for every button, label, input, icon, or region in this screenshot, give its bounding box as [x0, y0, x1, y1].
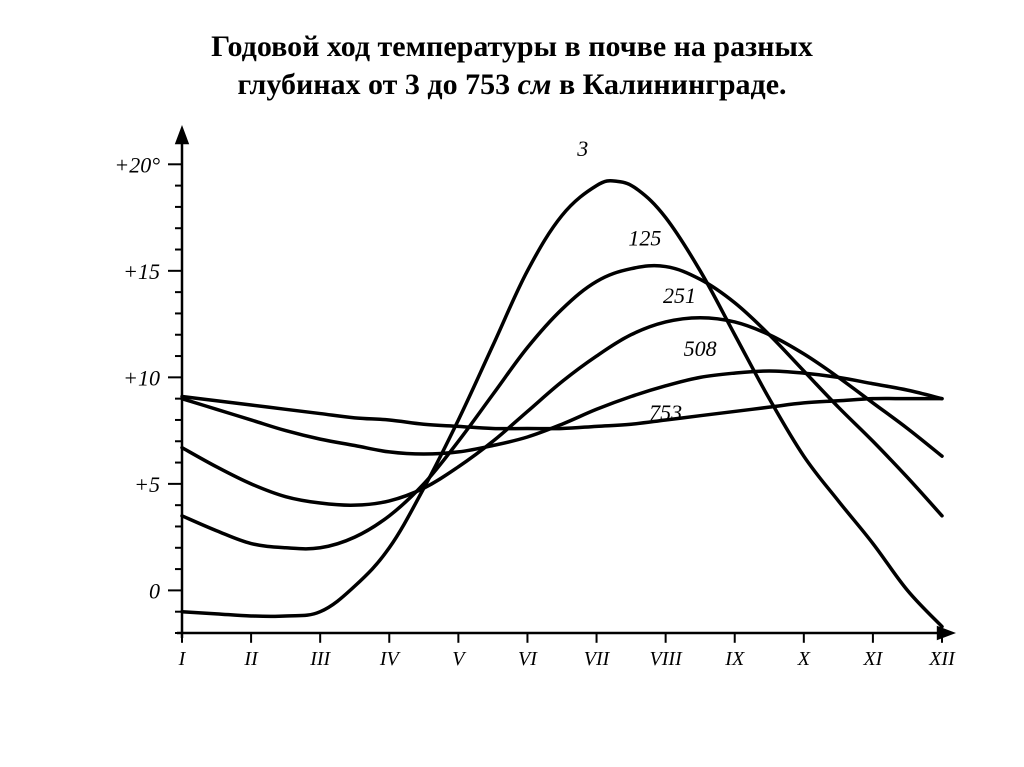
series-label-251: 251: [663, 283, 696, 308]
x-tick-label: II: [243, 648, 259, 670]
series-label-125: 125: [628, 225, 661, 250]
y-tick-label: +20°: [114, 152, 160, 177]
x-tick-label: X: [797, 648, 811, 670]
series-125: [182, 266, 942, 549]
x-tick-label: V: [452, 648, 467, 670]
title-unit: см: [518, 68, 552, 101]
chart-title: Годовой ход температуры в почве на разны…: [60, 28, 964, 103]
soil-temperature-chart: 0+5+10+15+20°IIIIIIIVVVIVIIVIIIIXXXIXII3…: [62, 123, 962, 693]
y-tick-label: +5: [134, 472, 160, 497]
title-line2b: в Калининграде.: [551, 68, 786, 101]
x-tick-label: VII: [584, 648, 611, 670]
x-tick-label: IV: [379, 648, 402, 670]
x-tick-label: I: [178, 648, 187, 670]
x-tick-label: XII: [928, 648, 956, 670]
title-line2a: глубинах от 3 до 753: [237, 68, 517, 101]
y-tick-label: +15: [123, 259, 160, 284]
x-tick-label: IX: [724, 648, 745, 670]
x-tick-label: VI: [518, 648, 538, 670]
y-tick-label: 0: [149, 578, 160, 603]
x-tick-label: VIII: [650, 648, 684, 670]
series-label-753: 753: [649, 400, 682, 425]
chart-container: 0+5+10+15+20°IIIIIIIVVVIVIIVIIIIXXXIXII3…: [62, 123, 962, 693]
series-label-3: 3: [576, 136, 588, 161]
title-line1: Годовой ход температуры в почве на разны…: [211, 30, 813, 63]
series-label-508: 508: [684, 336, 717, 361]
y-tick-label: +10: [123, 365, 160, 390]
x-tick-label: III: [309, 648, 331, 670]
series-3: [182, 181, 942, 627]
x-tick-label: XI: [862, 648, 883, 670]
